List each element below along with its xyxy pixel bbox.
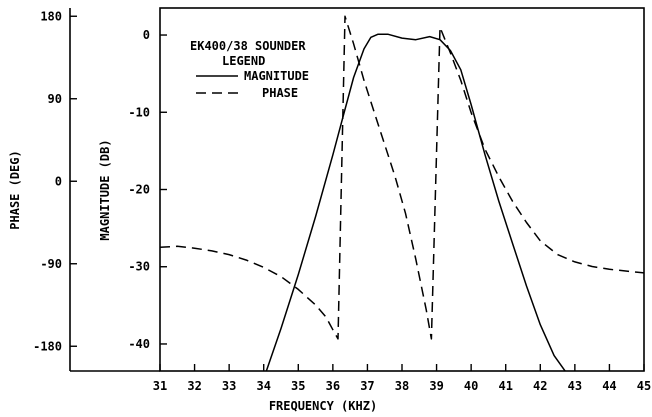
x-tick-label: 43 [568, 379, 582, 393]
magnitude-tick-label: -40 [128, 337, 150, 351]
x-tick-label: 45 [637, 379, 651, 393]
x-axis-label: FREQUENCY (KHZ) [269, 399, 377, 413]
x-tick-label: 42 [533, 379, 547, 393]
x-tick-label: 33 [222, 379, 236, 393]
legend-title: LEGEND [222, 54, 265, 68]
magnitude-tick-label: 0 [143, 28, 150, 42]
phase-tick-label: 90 [48, 92, 62, 106]
series-magnitude-line [265, 33, 567, 371]
x-tick-label: 38 [395, 379, 409, 393]
legend-label-magnitude: MAGNITUDE [244, 69, 309, 83]
phase-axis-label: PHASE (DEG) [8, 150, 22, 229]
magnitude-tick-label: -10 [128, 105, 150, 119]
phase-tick-label: 180 [40, 9, 62, 23]
magnitude-axis-tick-labels: 0 -10 -20 -30 -40 [128, 28, 150, 351]
chart-title: EK400/38 SOUNDER [190, 39, 306, 53]
x-tick-label: 37 [360, 379, 374, 393]
magnitude-tick-label: -30 [128, 260, 150, 274]
x-tick-label: 31 [153, 379, 167, 393]
phase-axis-tick-labels: 180 90 0 -90 -180 [33, 9, 62, 353]
phase-tick-label: -180 [33, 339, 62, 353]
series-layer [160, 15, 644, 371]
phase-tick-label: -90 [40, 257, 62, 271]
x-axis-ticks [159, 364, 645, 371]
phase-tick-label: 0 [55, 174, 62, 188]
x-tick-label: 35 [291, 379, 305, 393]
magnitude-axis-ticks [160, 34, 167, 345]
x-tick-label: 44 [602, 379, 616, 393]
x-tick-label: 34 [256, 379, 270, 393]
x-tick-label: 40 [464, 379, 478, 393]
magnitude-axis-label: MAGNITUDE (DB) [98, 139, 112, 240]
x-tick-label: 32 [187, 379, 201, 393]
magnitude-tick-label: -20 [128, 183, 150, 197]
x-tick-label: 39 [429, 379, 443, 393]
x-axis-tick-labels: 31 32 33 34 35 36 37 38 39 40 41 42 43 44 45 [153, 379, 651, 393]
phase-axis-ticks [70, 15, 77, 347]
legend-label-phase: PHASE [262, 86, 298, 100]
x-tick-label: 41 [498, 379, 512, 393]
series-phase-line [160, 15, 644, 340]
legend: EK400/38 SOUNDER LEGEND MAGNITUDE PHASE [190, 39, 309, 100]
x-tick-label: 36 [326, 379, 340, 393]
